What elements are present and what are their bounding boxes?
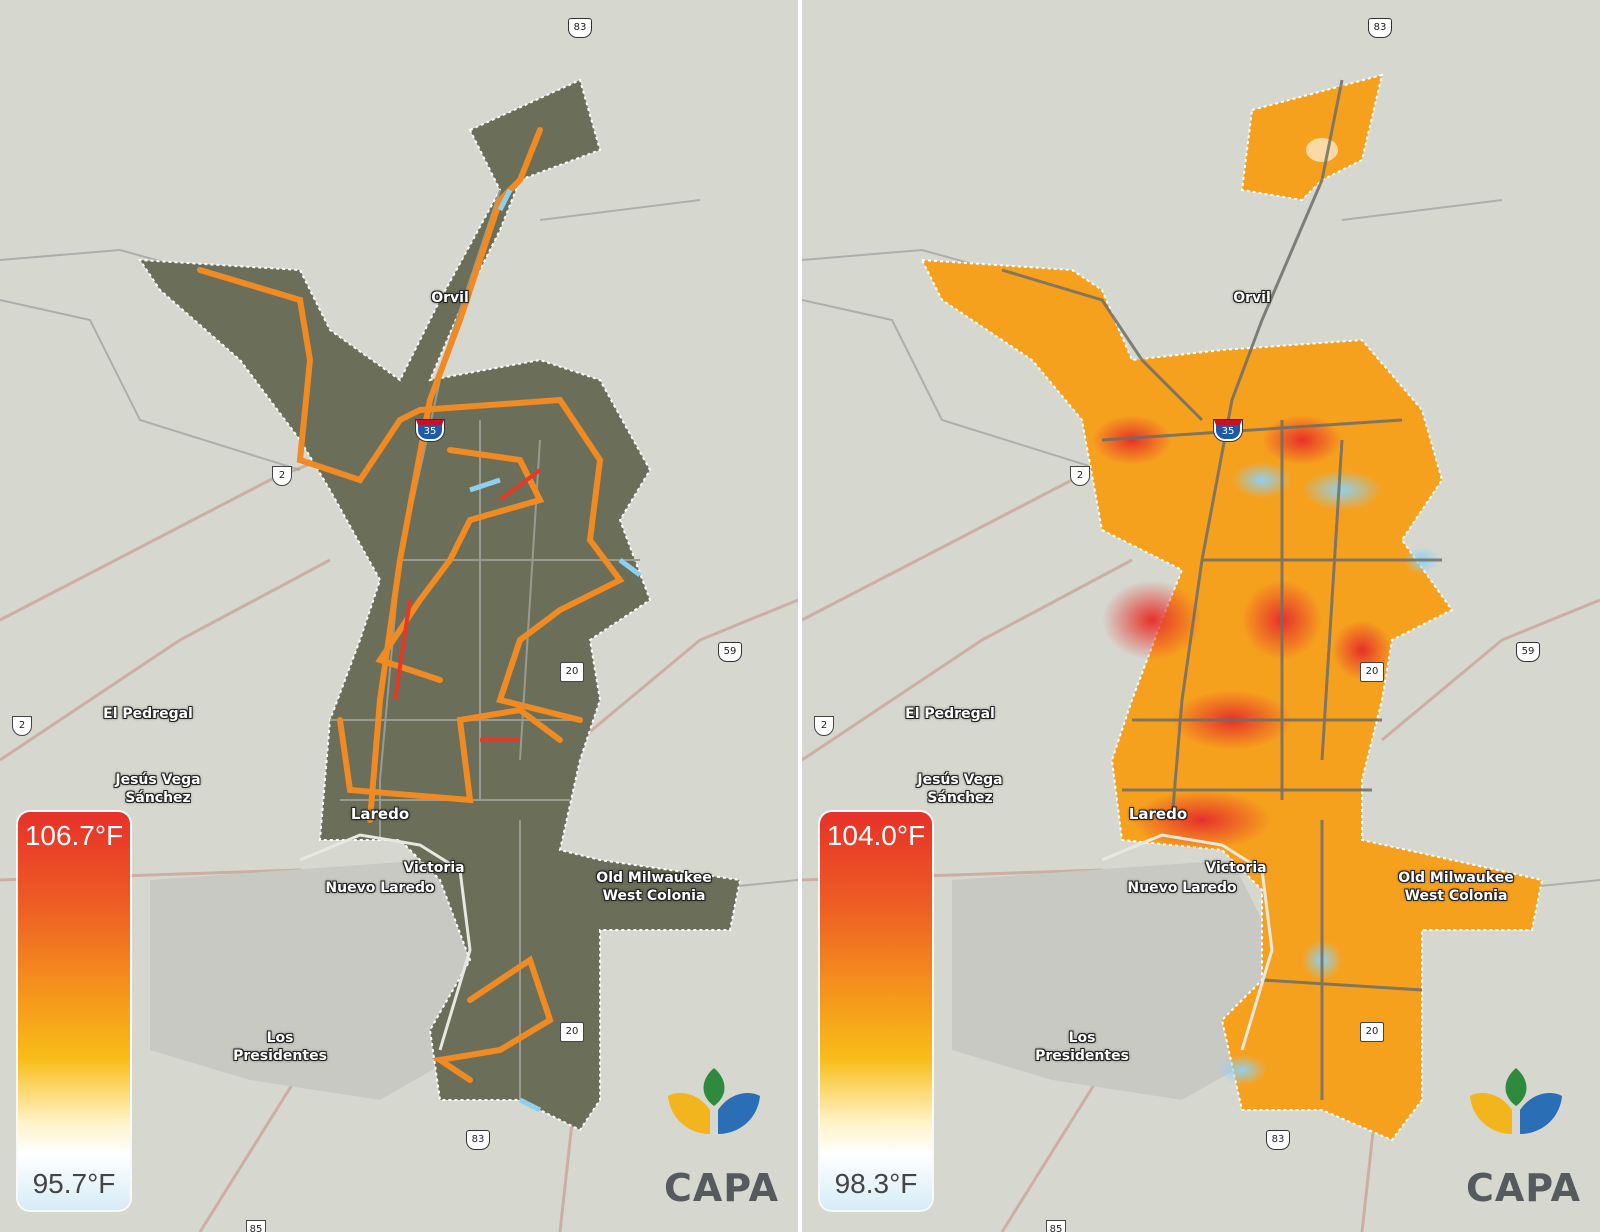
shield-us83-north: 83 xyxy=(568,18,592,38)
place-los-presidentes-line1: Los xyxy=(266,1030,294,1046)
place-los-presidentes-line2: Presidentes xyxy=(1035,1048,1129,1064)
shield-mx2-west: 2 xyxy=(814,716,834,736)
shield-20-north: 20 xyxy=(560,662,584,682)
place-el-pedregal: El Pedregal xyxy=(905,706,995,722)
shield-20-north: 20 xyxy=(1360,662,1384,682)
shield-mx2: 2 xyxy=(1070,466,1090,486)
shield-mx2-west: 2 xyxy=(12,716,32,736)
basemap-right xyxy=(802,0,1600,1232)
nuevo-laredo-urban xyxy=(150,860,470,1100)
place-old-milwaukee-line2: West Colonia xyxy=(1404,888,1508,904)
place-los-presidentes-line2: Presidentes xyxy=(233,1048,327,1064)
map-panel-right: Orvil El Pedregal Jesús Vega Sánchez Lar… xyxy=(802,0,1600,1232)
shield-mx2: 2 xyxy=(272,466,292,486)
place-old-milwaukee-line1: Old Milwaukee xyxy=(1398,870,1514,886)
shield-mx85: 85 xyxy=(1046,1220,1066,1232)
shield-i35: 35 xyxy=(416,420,444,441)
temperature-legend-right: 104.0°F 98.3°F xyxy=(820,812,932,1210)
capa-logo-left: CAPA xyxy=(664,1060,780,1210)
place-old-milwaukee-line1: Old Milwaukee xyxy=(596,870,712,886)
capa-logo-text: CAPA xyxy=(664,1166,780,1210)
place-laredo: Laredo xyxy=(1128,805,1188,823)
place-old-milwaukee-line2: West Colonia xyxy=(602,888,706,904)
capa-leaf-icon xyxy=(668,1068,760,1134)
city-footprint-left xyxy=(138,78,742,1132)
panel-divider xyxy=(798,0,802,1232)
shield-us59: 59 xyxy=(1516,642,1540,662)
place-jesus-vega-line2: Sánchez xyxy=(927,790,993,806)
temperature-legend-left: 106.7°F 95.7°F xyxy=(18,812,130,1210)
place-jesus-vega-line1: Jesús Vega xyxy=(115,772,201,788)
shield-us83-south: 83 xyxy=(1266,1130,1290,1150)
place-victoria: Victoria xyxy=(403,860,465,876)
place-orvil: Orvil xyxy=(431,290,469,306)
shield-20-south: 20 xyxy=(1360,1022,1384,1042)
place-nuevo-laredo: Nuevo Laredo xyxy=(1127,880,1237,896)
legend-max-value: 104.0°F xyxy=(826,820,926,851)
shield-20-south: 20 xyxy=(560,1022,584,1042)
capa-logo-text: CAPA xyxy=(1466,1166,1582,1210)
map-panel-left: Orvil El Pedregal Jesús Vega Sánchez Lar… xyxy=(0,0,798,1232)
place-laredo: Laredo xyxy=(350,805,410,823)
place-victoria: Victoria xyxy=(1205,860,1267,876)
shield-us59: 59 xyxy=(718,642,742,662)
place-jesus-vega-line1: Jesús Vega xyxy=(917,772,1003,788)
place-los-presidentes-line1: Los xyxy=(1068,1030,1096,1046)
legend-max-value: 106.7°F xyxy=(24,820,124,851)
shield-us83-south: 83 xyxy=(466,1130,490,1150)
legend-min-value: 95.7°F xyxy=(32,1168,116,1199)
legend-min-value: 98.3°F xyxy=(834,1168,918,1199)
basemap-left xyxy=(0,0,798,1232)
place-el-pedregal: El Pedregal xyxy=(103,706,193,722)
shield-mx85: 85 xyxy=(246,1220,266,1232)
capa-logo-right: CAPA xyxy=(1466,1060,1582,1210)
capa-leaf-icon xyxy=(1470,1068,1562,1134)
place-orvil: Orvil xyxy=(1233,290,1271,306)
shield-i35: 35 xyxy=(1214,420,1242,441)
heat-traverse-routes xyxy=(197,127,625,1083)
place-jesus-vega-line2: Sánchez xyxy=(125,790,191,806)
place-nuevo-laredo: Nuevo Laredo xyxy=(325,880,435,896)
shield-us83-north: 83 xyxy=(1368,18,1392,38)
